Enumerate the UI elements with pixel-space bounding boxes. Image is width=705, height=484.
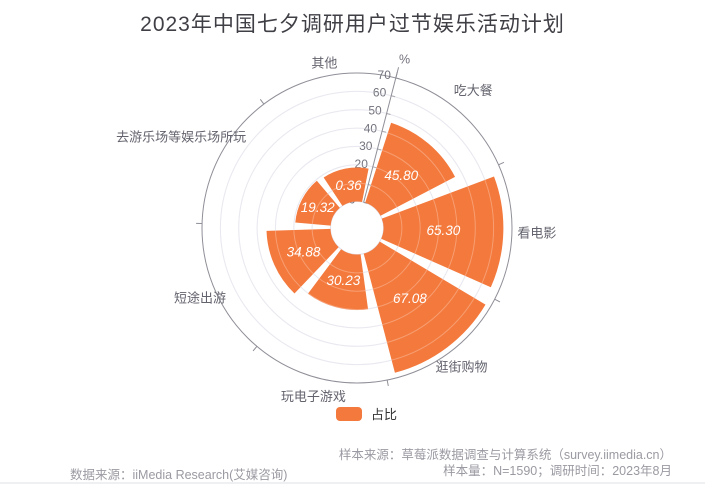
radial-axis-tick (395, 77, 400, 80)
legend-swatch (336, 406, 362, 421)
rose-sector[interactable] (381, 176, 504, 288)
grid-ring (330, 201, 384, 255)
category-label: 吃大餐 (454, 83, 493, 98)
grid-ring-overlay (219, 90, 495, 366)
category-label: 短途出游 (174, 291, 226, 306)
angle-axis-tick (386, 379, 389, 387)
category-label: 看电影 (517, 226, 556, 241)
angle-axis-tick (494, 298, 501, 303)
legend-label: 占比 (371, 407, 398, 422)
rose-sector[interactable] (295, 180, 340, 226)
radial-axis-label: 50 (368, 103, 382, 117)
radial-axis-tick (386, 112, 391, 115)
sample-source-line: 样本来源：草莓派数据调查与计算系统（survey.iimedia.cn） (338, 448, 672, 462)
sector-value-label: 45.80 (384, 168, 418, 183)
angle-axis-tick (252, 346, 258, 352)
radial-axis-label: 30 (359, 139, 373, 153)
rose-sector[interactable] (307, 249, 369, 310)
radial-axis-label: 70 (378, 68, 392, 82)
radial-axis-tick (391, 95, 396, 98)
sector-value-label: 67.08 (393, 291, 427, 306)
rose-sector[interactable] (323, 167, 369, 206)
data-source-note: 数据来源：iiMedia Research(艾媒咨询) (70, 468, 288, 482)
grid-ring (201, 72, 513, 384)
rose-sector[interactable] (266, 228, 339, 294)
sector-value-label: 30.23 (327, 273, 361, 288)
category-label: 其他 (311, 56, 337, 71)
sector-value-label: 65.30 (427, 223, 461, 238)
sector-value-label: 19.32 (301, 200, 335, 215)
radial-axis-label: 60 (373, 86, 387, 100)
radial-axis-label: 20 (355, 157, 369, 171)
grid-ring-overlay (293, 164, 421, 292)
category-label: 去游乐场等娱乐场所玩 (116, 130, 246, 145)
sample-source-note: 样本来源：草莓派数据调查与计算系统（survey.iimedia.cn） 样本量… (339, 447, 672, 479)
sector-value-label: 0.36 (335, 178, 362, 193)
angle-axis-tick (259, 99, 265, 105)
grid-ring-overlay (238, 109, 476, 347)
radial-axis-tick (381, 130, 387, 133)
radial-axis-line (363, 67, 400, 203)
radial-axis-unit-label: % (399, 53, 410, 67)
category-label: 逛街购物 (436, 360, 488, 375)
radial-axis-tick (377, 148, 382, 151)
category-label: 玩电子游戏 (281, 389, 346, 404)
rose-sector[interactable] (365, 122, 456, 216)
angle-axis-tick (498, 161, 505, 166)
rose-sector[interactable] (363, 241, 486, 373)
grid-ring-overlay (256, 127, 458, 329)
legend-item-zhanbi[interactable]: 占比 (336, 404, 397, 423)
radial-axis-label: 40 (364, 121, 378, 135)
grid-ring-overlay (274, 145, 440, 311)
radial-axis-tick (372, 166, 377, 169)
grid-ring-overlay (311, 182, 403, 274)
sample-size-line: 样本量：N=1590；调研时间：2023年8月 (443, 464, 672, 478)
chart-title: 2023年中国七夕调研用户过节娱乐活动计划 (140, 13, 565, 36)
sector-value-label: 34.88 (287, 244, 321, 259)
